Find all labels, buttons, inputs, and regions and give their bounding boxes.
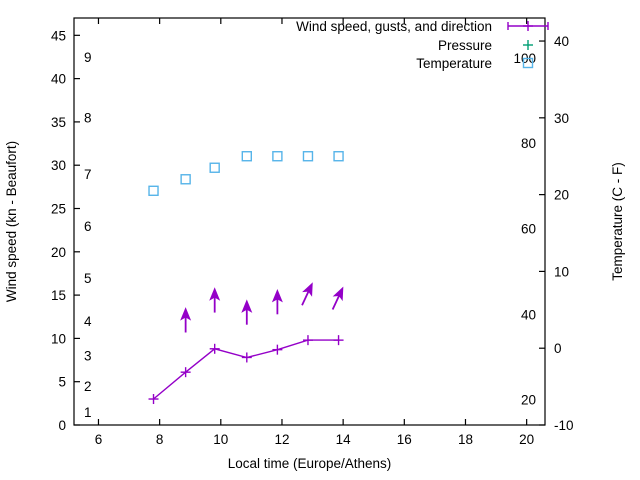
- x-axis-title: Local time (Europe/Athens): [228, 456, 392, 471]
- beaufort-label-5: 5: [84, 271, 92, 286]
- y-tick-label-0: 0: [58, 418, 66, 433]
- arrow-head: [332, 286, 344, 302]
- series-temperature: [148, 151, 344, 196]
- y-axis-title: Wind speed (kn - Beaufort): [4, 141, 19, 302]
- square-marker: [333, 151, 344, 162]
- wind-direction-arrow: [180, 307, 192, 333]
- wind-direction-arrow: [209, 287, 221, 313]
- legend-label-2: Temperature: [416, 56, 492, 71]
- beaufort-label-4: 4: [84, 314, 92, 329]
- arrow-head: [271, 288, 283, 303]
- y-tick-label-15: 15: [51, 288, 66, 303]
- x-tick-label-10: 10: [213, 432, 228, 447]
- x-tick-label-8: 8: [156, 432, 164, 447]
- square-marker: [241, 151, 253, 162]
- arrow-head: [180, 307, 192, 321]
- y2-tick-label--10: -10: [554, 418, 574, 433]
- x-tick-label-6: 6: [95, 432, 103, 447]
- fahrenheit-label-60: 60: [521, 221, 536, 236]
- arrow-head: [302, 282, 313, 297]
- legend-label-0: Wind speed, gusts, and direction: [296, 19, 492, 34]
- wind-direction-arrow: [301, 282, 313, 306]
- arrow-shaft: [331, 294, 341, 310]
- x-tick-label-12: 12: [274, 432, 289, 447]
- beaufort-label-3: 3: [84, 349, 92, 364]
- arrow-head: [241, 299, 253, 313]
- y2-tick-label-10: 10: [554, 264, 569, 279]
- beaufort-label-1: 1: [84, 405, 92, 420]
- wind-direction-arrow: [331, 286, 344, 310]
- x-tick-label-20: 20: [519, 432, 534, 447]
- y2-tick-label-0: 0: [554, 341, 562, 356]
- fahrenheit-label-40: 40: [521, 307, 536, 322]
- square-marker: [522, 57, 534, 69]
- y-tick-label-30: 30: [51, 158, 66, 173]
- wind-direction-arrow: [271, 288, 283, 315]
- x-tick-label-16: 16: [397, 432, 412, 447]
- plot-frame: [73, 17, 546, 426]
- square-marker: [148, 185, 159, 196]
- beaufort-label-2: 2: [84, 379, 92, 394]
- y2-axis-title: Temperature (C - F): [610, 162, 625, 281]
- y-tick-label-40: 40: [51, 72, 66, 87]
- fahrenheit-label-20: 20: [521, 393, 536, 408]
- square-marker: [209, 162, 220, 173]
- legend-label-1: Pressure: [438, 38, 492, 53]
- y-tick-label-5: 5: [58, 375, 66, 390]
- y2-tick-label-40: 40: [554, 34, 569, 49]
- beaufort-label-6: 6: [84, 219, 92, 234]
- wind-speed-line: [153, 339, 339, 400]
- series-wind-gusts: [180, 282, 344, 333]
- y-tick-label-20: 20: [51, 245, 66, 260]
- y-tick-label-45: 45: [51, 28, 66, 43]
- arrow-head: [209, 287, 221, 301]
- beaufort-label-7: 7: [84, 167, 92, 182]
- square-marker: [302, 151, 314, 162]
- square-marker: [272, 151, 283, 162]
- legend: Wind speed, gusts, and direction Pressure…: [296, 19, 549, 71]
- beaufort-label-9: 9: [84, 50, 92, 65]
- series-wind-speed: [148, 335, 344, 405]
- y2-tick-label-30: 30: [554, 111, 569, 126]
- fahrenheit-label-80: 80: [521, 136, 536, 151]
- y-tick-label-10: 10: [51, 331, 66, 346]
- arrow-shaft: [301, 290, 310, 306]
- x-tick-label-14: 14: [336, 432, 352, 447]
- y2-tick-label-20: 20: [554, 188, 569, 203]
- wind-direction-arrow: [241, 299, 253, 325]
- x-tick-label-18: 18: [458, 432, 473, 447]
- square-marker: [180, 174, 191, 185]
- y-tick-label-25: 25: [51, 202, 66, 217]
- beaufort-label-8: 8: [84, 111, 92, 126]
- y-tick-label-35: 35: [51, 115, 66, 130]
